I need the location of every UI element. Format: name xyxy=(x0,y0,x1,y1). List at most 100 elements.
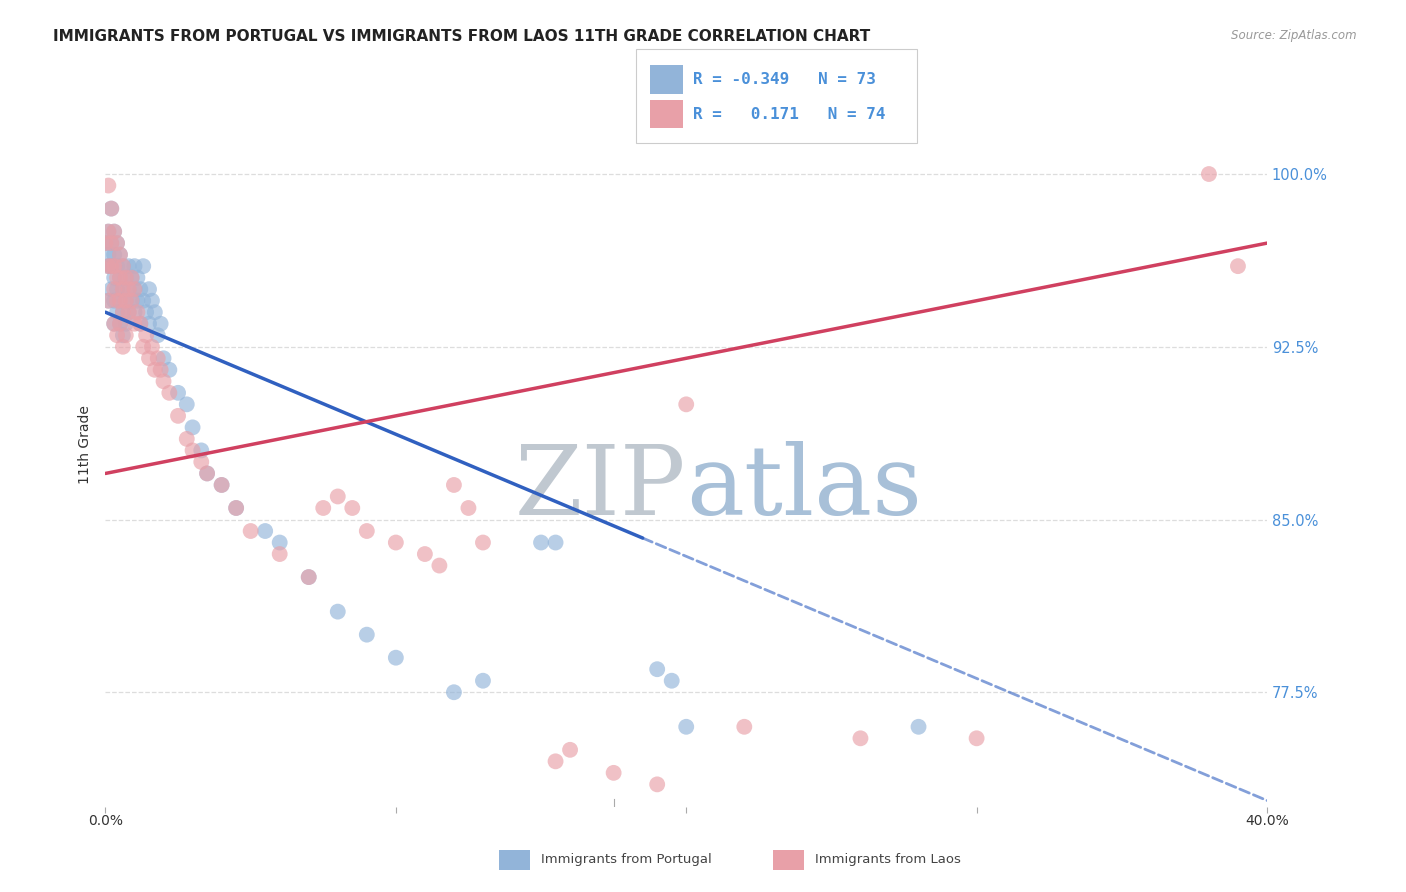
Point xyxy=(429,558,451,573)
Point xyxy=(118,305,141,319)
Point xyxy=(108,270,131,285)
Point xyxy=(443,685,465,699)
Point xyxy=(114,270,136,285)
Point xyxy=(108,247,131,261)
Point xyxy=(312,500,335,515)
Point xyxy=(675,397,697,411)
Point xyxy=(645,662,668,676)
Point xyxy=(121,293,143,308)
Y-axis label: 11th Grade: 11th Grade xyxy=(79,405,93,484)
Point xyxy=(152,351,174,366)
Point xyxy=(124,305,146,319)
Point xyxy=(269,535,291,549)
Point xyxy=(97,293,120,308)
Point xyxy=(181,420,204,434)
Point xyxy=(124,259,146,273)
Point xyxy=(97,178,120,193)
Point xyxy=(111,340,134,354)
Point xyxy=(129,317,152,331)
Point xyxy=(298,570,321,584)
Point xyxy=(1198,167,1220,181)
Point xyxy=(100,282,122,296)
Point xyxy=(118,305,141,319)
Point xyxy=(472,535,495,549)
Point xyxy=(326,605,349,619)
Point xyxy=(152,374,174,388)
Point xyxy=(195,467,218,481)
Point xyxy=(645,777,668,791)
Point xyxy=(138,351,160,366)
Point xyxy=(105,259,128,273)
Point xyxy=(849,731,872,746)
Point xyxy=(141,340,163,354)
Point xyxy=(413,547,436,561)
Point xyxy=(97,259,120,273)
Point xyxy=(94,236,117,251)
Point xyxy=(138,317,160,331)
Point xyxy=(135,305,157,319)
Point xyxy=(100,259,122,273)
Point xyxy=(127,270,149,285)
Point xyxy=(385,535,408,549)
Point xyxy=(269,547,291,561)
Point xyxy=(211,478,233,492)
Point xyxy=(544,535,567,549)
Point xyxy=(100,236,122,251)
Point xyxy=(121,270,143,285)
Point xyxy=(907,720,929,734)
Point xyxy=(121,270,143,285)
Point xyxy=(108,247,131,261)
Point xyxy=(111,282,134,296)
Point xyxy=(138,282,160,296)
Point xyxy=(114,293,136,308)
Point xyxy=(675,720,697,734)
Point xyxy=(103,282,125,296)
Text: Immigrants from Laos: Immigrants from Laos xyxy=(815,854,962,866)
Point xyxy=(127,293,149,308)
Point xyxy=(129,282,152,296)
Point xyxy=(118,259,141,273)
Point xyxy=(103,270,125,285)
Point xyxy=(146,328,169,343)
Point xyxy=(342,500,364,515)
Point xyxy=(211,478,233,492)
Point xyxy=(111,328,134,343)
Point xyxy=(108,317,131,331)
Point xyxy=(472,673,495,688)
Point xyxy=(105,293,128,308)
Point xyxy=(225,500,247,515)
Text: R = -0.349   N = 73: R = -0.349 N = 73 xyxy=(693,72,876,87)
Point xyxy=(326,490,349,504)
Point xyxy=(114,317,136,331)
Point xyxy=(298,570,321,584)
Point xyxy=(530,535,553,549)
Point xyxy=(190,443,212,458)
Point xyxy=(111,305,134,319)
Text: R =   0.171   N = 74: R = 0.171 N = 74 xyxy=(693,107,886,121)
Point xyxy=(190,455,212,469)
Point xyxy=(114,293,136,308)
Point xyxy=(121,293,143,308)
Point xyxy=(103,317,125,331)
Point xyxy=(1226,259,1249,273)
Point xyxy=(558,743,581,757)
Text: Source: ZipAtlas.com: Source: ZipAtlas.com xyxy=(1232,29,1357,43)
Point xyxy=(124,317,146,331)
Point xyxy=(457,500,479,515)
Point xyxy=(443,478,465,492)
Point xyxy=(94,236,117,251)
Point xyxy=(105,236,128,251)
Point xyxy=(111,259,134,273)
Point xyxy=(105,328,128,343)
Point xyxy=(157,363,180,377)
Point xyxy=(176,432,198,446)
Point xyxy=(105,305,128,319)
Point xyxy=(111,259,134,273)
Point xyxy=(132,340,155,354)
Point xyxy=(108,293,131,308)
Point xyxy=(97,225,120,239)
Text: atlas: atlas xyxy=(686,442,922,535)
Point xyxy=(124,282,146,296)
Point xyxy=(100,259,122,273)
Point xyxy=(143,363,166,377)
